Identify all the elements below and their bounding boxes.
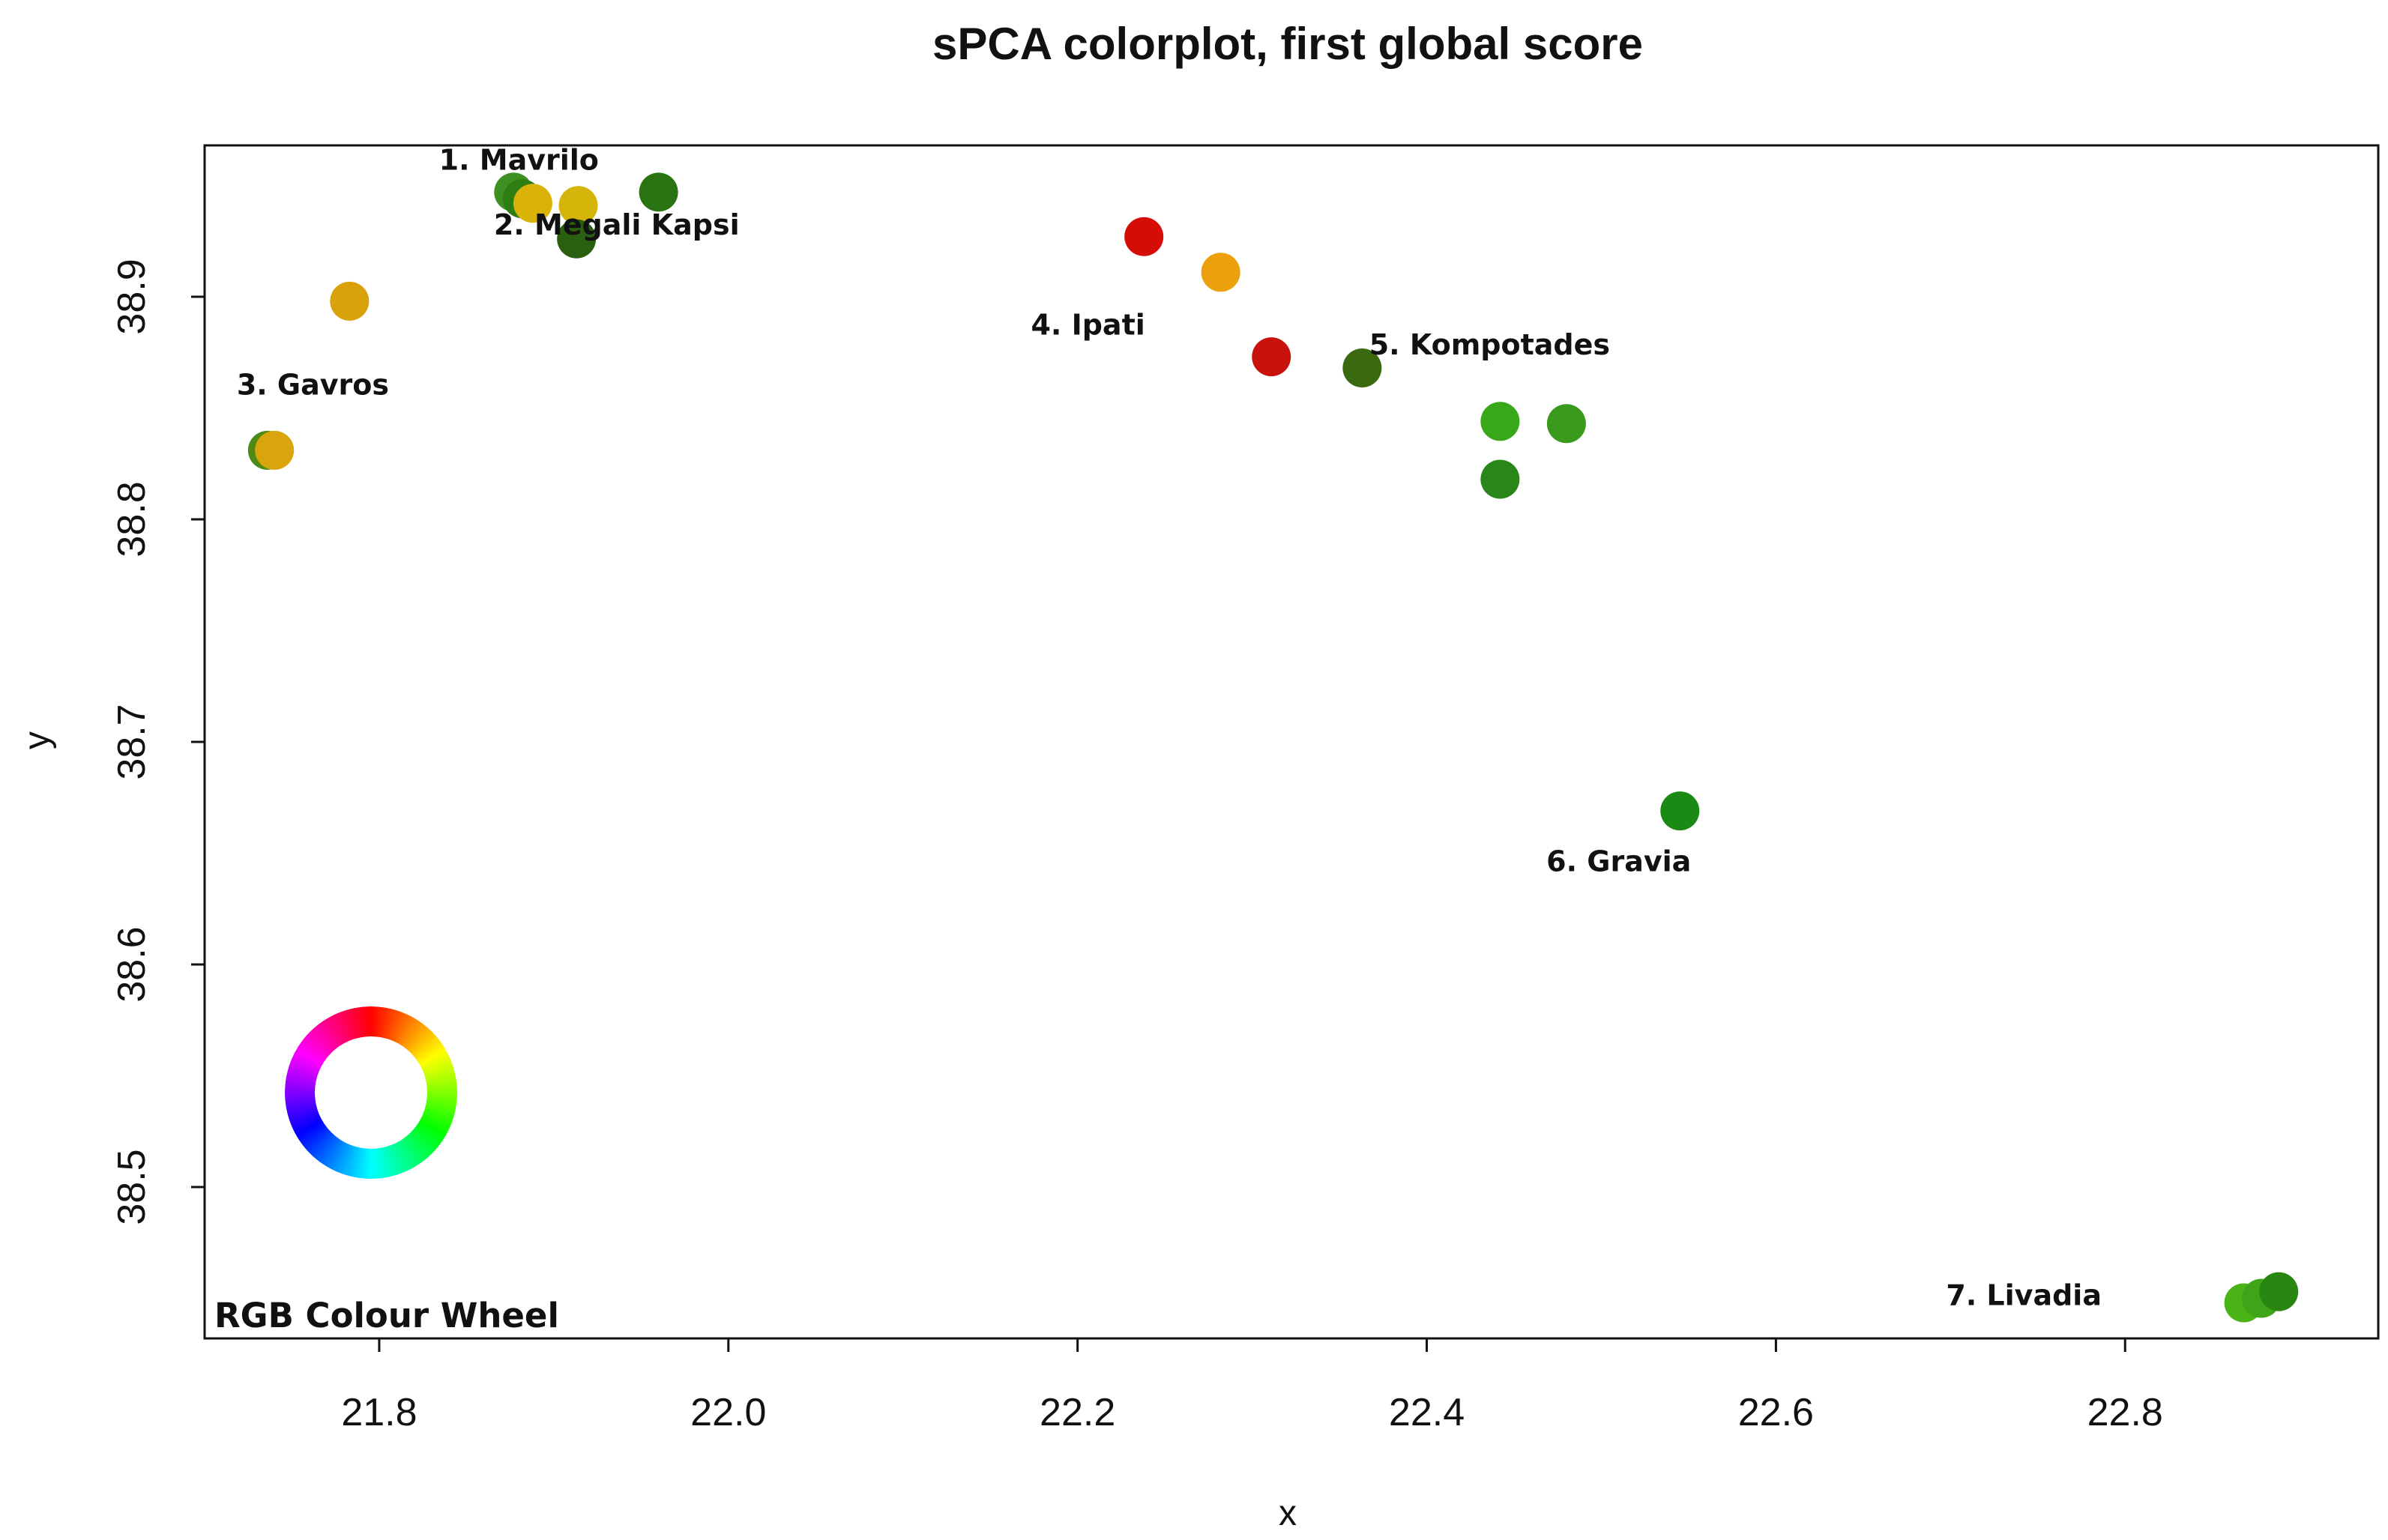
data-point <box>1480 402 1520 441</box>
data-point <box>2259 1272 2299 1311</box>
x-tick-label: 22.4 <box>1389 1391 1465 1434</box>
data-point <box>513 184 552 223</box>
site-label: 2. Megali Kapsi <box>494 208 740 241</box>
y-tick-label: 38.8 <box>110 481 154 557</box>
x-axis-title: x <box>1279 1494 1297 1533</box>
site-label: 5. Kompotades <box>1369 328 1610 361</box>
data-points <box>247 172 2299 1323</box>
data-point <box>1546 404 1586 444</box>
chart-title: sPCA colorplot, first global score <box>932 19 1643 69</box>
x-tick-label: 22.2 <box>1040 1391 1115 1434</box>
y-tick-label: 38.7 <box>110 704 154 779</box>
y-axis: 38.5 38.6 38.7 38.8 38.9 <box>110 259 205 1225</box>
data-point <box>1124 217 1164 256</box>
data-point <box>558 186 598 226</box>
data-point <box>1342 348 1382 388</box>
x-tick-label: 21.8 <box>341 1391 417 1434</box>
data-point <box>639 172 678 212</box>
y-axis-title: y <box>17 731 57 749</box>
site-label: 7. Livadia <box>1946 1278 2102 1311</box>
x-tick-label: 22.6 <box>1738 1391 1814 1434</box>
data-point <box>330 281 370 321</box>
x-tick-label: 22.0 <box>690 1391 766 1434</box>
data-point <box>1201 253 1240 292</box>
y-tick-label: 38.5 <box>110 1149 154 1225</box>
site-label: 6. Gravia <box>1546 845 1691 878</box>
data-point <box>1660 791 1700 831</box>
site-label: 3. Gavros <box>237 369 389 402</box>
colour-wheel-label: RGB Colour Wheel <box>214 1296 559 1335</box>
x-axis: 21.8 22.0 22.2 22.4 22.6 22.8 <box>341 1338 2163 1434</box>
data-point <box>1480 459 1520 499</box>
site-annotations: 1. Mavrilo 2. Megali Kapsi 3. Gavros 4. Ipa… <box>237 144 2102 1312</box>
x-tick-label: 22.8 <box>2087 1391 2163 1434</box>
data-point <box>557 219 597 259</box>
y-tick-label: 38.6 <box>110 926 154 1002</box>
rgb-colour-wheel-icon <box>285 1006 457 1179</box>
data-point <box>255 430 295 470</box>
site-label: 1. Mavrilo <box>439 144 599 177</box>
data-point <box>1252 337 1291 377</box>
site-label: 4. Ipati <box>1031 308 1145 341</box>
y-tick-label: 38.9 <box>110 259 154 334</box>
plot-frame <box>203 144 2380 1340</box>
